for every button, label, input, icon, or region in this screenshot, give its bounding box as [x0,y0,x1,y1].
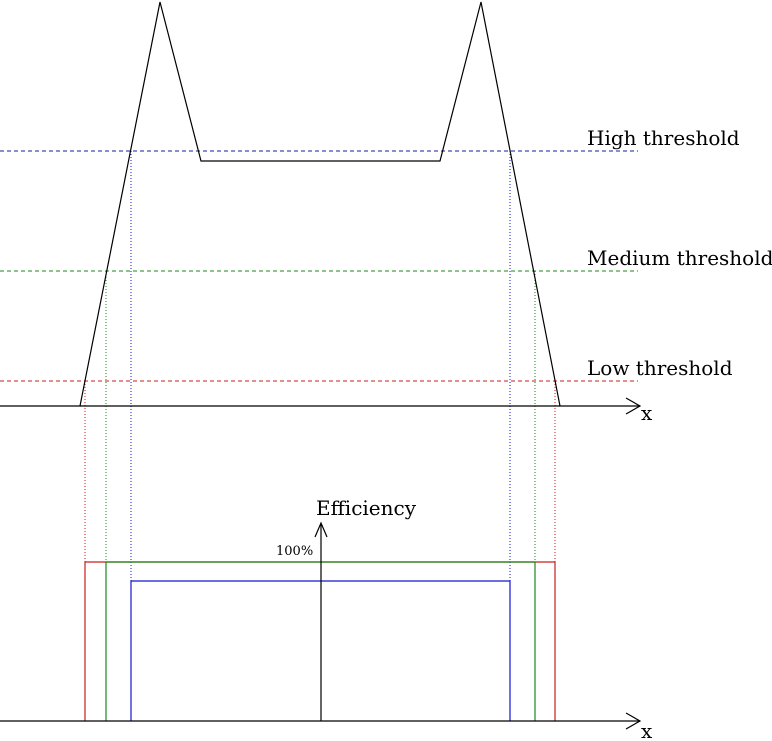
low-threshold-label: Low threshold [587,356,733,380]
signal-curve [79,1,561,407]
bottom-x-axis-label: x [641,719,653,741]
efficiency-curve-low [84,561,556,721]
efficiency-axis-arrow [314,521,328,538]
medium-threshold-label: Medium threshold [587,246,772,270]
efficiency-100-label: 100% [276,544,313,559]
high-threshold-label: High threshold [587,126,740,150]
efficiency-axis-label: Efficiency [316,496,417,520]
bottom-x-axis-arrow [625,712,642,730]
top-x-axis-label: x [641,401,653,425]
top-x-axis-arrow [625,397,642,415]
